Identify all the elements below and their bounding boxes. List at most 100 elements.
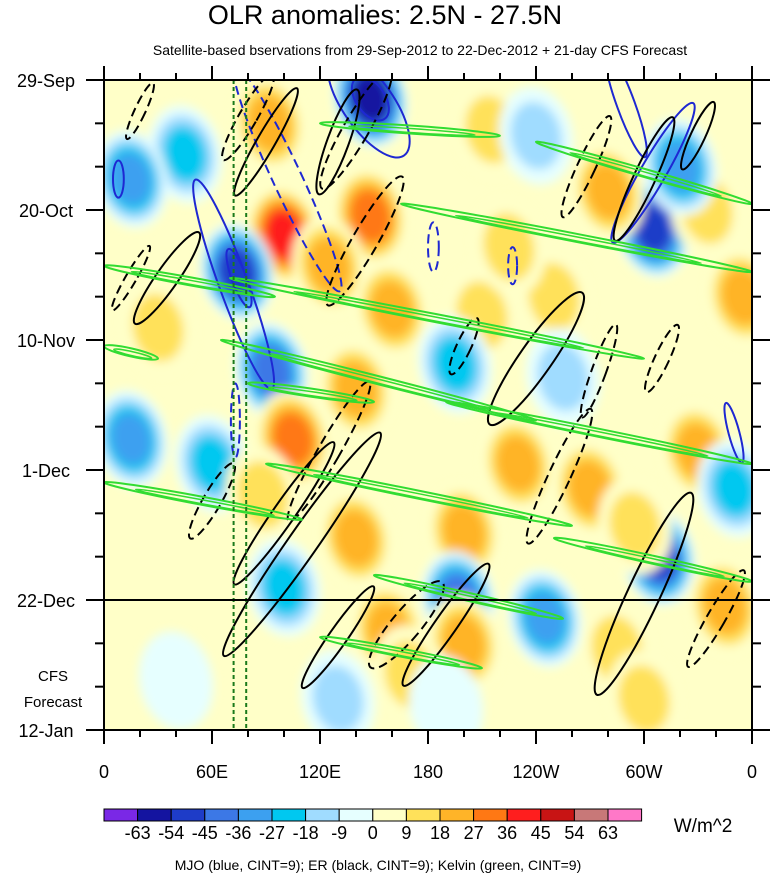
colorbar: -63 -54 -45 -36 -27 -18 -9 0 9 18 27 36 45 54 63 [103,808,643,843]
kelvin-contour-3 [228,276,646,360]
kelvin-contour-6 [444,400,752,466]
anomaly-cell-39-2 [618,665,670,730]
anomaly-cell-31-4 [525,592,565,645]
y-tick-label-0: 29-Sep [17,71,75,91]
colorbar-box-1 [137,808,172,822]
forecast-label-line1: CFS [38,668,68,685]
anomaly-cell-10-6 [634,205,672,253]
y-tick-label-4: 22-Dec [17,591,75,611]
er-contour-24 [221,80,275,162]
colorbar-label-6: -9 [331,823,347,843]
er-contour-31 [680,100,716,171]
colorbar-label-7: 0 [368,823,378,843]
anomaly-cell-17-3 [433,336,477,394]
er-contour-32 [125,81,155,141]
kelvin-contour-11 [318,635,484,670]
colorbar-box-13 [540,808,575,822]
x-tick-label-5: 60W [625,762,662,782]
er-contour-20 [315,88,361,196]
anomaly-cell-26-3 [334,509,378,567]
y-tick-label-5: 12-Jan [18,721,73,741]
mjo-contour-8 [507,246,519,286]
reference-lines [232,80,248,730]
er-contour-25 [401,562,491,687]
colorbar-box-15 [607,808,643,822]
colorbar-box-7 [338,808,374,822]
anomaly-cell-42-2 [537,343,589,411]
er-contour-14 [286,380,372,523]
contour-legend-text: MJO (blue, CINT=9); ER (black, CINT=9); … [175,857,582,873]
anomaly-cell-37-1 [138,631,214,730]
colorbar-label-1: -54 [158,823,184,843]
colorbar-label-4: -27 [259,823,285,843]
anomaly-cell-36-2 [312,665,364,730]
x-tick-label-3: 180 [413,762,443,782]
colorbar-label-5: -18 [293,823,319,843]
colorbar-box-0 [103,808,139,822]
colorbar-box-8 [372,808,407,822]
anomaly-cell-47-2 [132,293,184,362]
mjo-contour-6 [604,80,648,159]
colorbar-box-11 [473,808,508,822]
kelvin-contour-13 [246,381,376,404]
x-tick-label-1: 60E [196,762,228,782]
x-tick-label-4: 120W [512,762,559,782]
kelvin-contour-5 [219,338,538,422]
anomaly-cell-45-3 [262,559,306,617]
colorbar-label-9: 18 [430,823,450,843]
er-contour-12 [221,431,383,658]
colorbar-box-4 [237,808,273,822]
mjo-contour-11 [112,159,125,199]
kelvin-contour-inner-3 [293,290,585,349]
er-contour-30 [644,323,680,394]
colorbar-label-8: 9 [401,823,411,843]
kelvin-contour-inner-10 [584,545,725,578]
kelvin-contour-inner-0 [348,125,476,137]
anomaly-cell-13-3 [721,268,752,326]
anomaly-cell-44-2 [510,102,562,170]
kelvin-contour-inner-2 [569,151,722,197]
colorbar-label-3: -36 [225,823,251,843]
er-contour-29 [560,115,613,219]
anomaly-cell-8-3 [163,125,207,183]
colorbar-box-14 [573,808,609,822]
er-contour-33 [448,316,480,376]
y-tick-label-2: 10-Nov [17,331,75,351]
units-label: W/m^2 [674,816,733,837]
colorbar-box-3 [204,808,239,822]
kelvin-contour-0 [318,121,502,138]
er-contour-17 [525,407,594,545]
kelvin-contour-inner-13 [267,386,358,402]
colorbar-box-9 [405,808,441,822]
anomaly-cell-25-3 [712,459,752,518]
kelvin-contour-inner-8 [312,473,529,519]
kelvin-contour-inner-12 [113,348,153,360]
anomaly-cell-9-4 [111,152,151,206]
plot-area [104,80,752,730]
colorbar-box-6 [305,808,340,822]
anomaly-cell-20-4 [111,412,151,466]
forecast-label-line2: Forecast [24,694,83,711]
mjo-contour-9 [229,382,241,459]
er-contour-16 [486,290,586,427]
chart-title: OLR anomalies: 2.5N - 27.5N [208,0,562,30]
anomaly-cell-22-3 [496,435,540,493]
er-contour-36 [579,323,619,419]
y-tick-label-3: 1-Dec [22,461,70,481]
kelvin-contour-inner-5 [269,352,492,411]
colorbar-box-2 [170,808,206,822]
colorbar-label-12: 45 [531,823,551,843]
anomaly-cell-16-2 [528,262,580,331]
mjo-contour-7 [427,221,440,273]
er-contour-18 [325,175,405,307]
anomaly-cell-21-3 [190,435,234,493]
mjo-contour-3 [225,247,253,309]
er-contour-23 [233,87,299,197]
x-tick-label-6: 0 [747,762,757,782]
anomaly-cell-27-3 [442,503,486,561]
anomaly-cell-29-2 [609,492,661,560]
mjo-contour-5 [610,101,696,244]
colorbar-box-12 [506,808,542,822]
er-contour-26 [367,580,445,670]
